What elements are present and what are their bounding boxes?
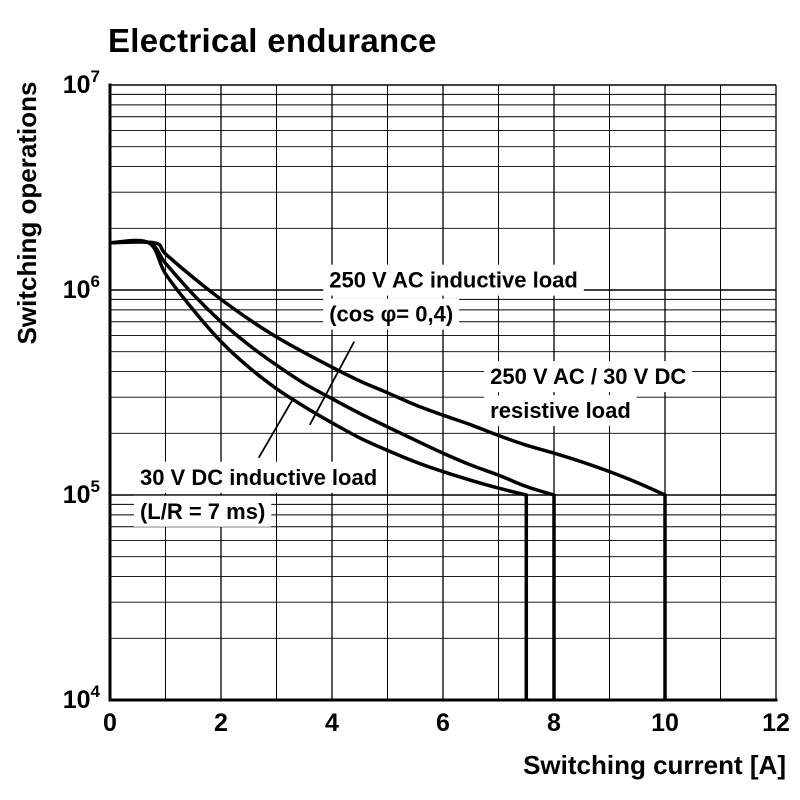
y-axis-label: Switching operations <box>12 82 42 345</box>
annotation-backgrounds <box>133 264 693 527</box>
annotation-bg <box>484 395 637 427</box>
x-tick-labels: 0 2 4 6 8 10 12 <box>103 709 790 737</box>
annotation-bg <box>133 495 272 527</box>
annotation-ac-inductive-load: 250 V AC inductive load (cos φ= 0,4) <box>329 268 578 327</box>
y-tick-10e6: 106 <box>63 272 100 304</box>
x-tick-8: 8 <box>547 709 561 737</box>
annotation-resistive-load: 250 V AC / 30 V DC resistive load <box>490 364 686 423</box>
annotation-text-line: (L/R = 7 ms) <box>140 499 265 524</box>
y-tick-10e5: 105 <box>63 477 100 509</box>
chart-title: Electrical endurance <box>108 22 437 59</box>
x-tick-4: 4 <box>325 709 339 737</box>
annotation-bg <box>133 461 384 493</box>
annotation-bg <box>323 264 584 296</box>
y-tick-10e7: 107 <box>63 67 100 99</box>
x-tick-6: 6 <box>436 709 450 737</box>
x-tick-10: 10 <box>651 709 679 737</box>
series-curves <box>109 238 667 700</box>
annotation-text-line: (cos φ= 0,4) <box>329 302 453 327</box>
annotation-leaders <box>257 341 355 459</box>
leader-line-ac-inductive-load <box>309 341 355 426</box>
x-tick-0: 0 <box>103 709 117 737</box>
grid-lines <box>109 84 777 701</box>
annotation-text-line: 250 V AC / 30 V DC <box>490 364 686 389</box>
y-tick-labels: 104 105 106 107 <box>63 67 101 714</box>
chart-plot-area: 250 V AC inductive load(cos φ= 0,4)250 V… <box>63 67 790 737</box>
annotation-text-line: 250 V AC inductive load <box>329 268 578 293</box>
axes <box>108 83 778 702</box>
x-tick-12: 12 <box>762 709 790 737</box>
x-tick-2: 2 <box>214 709 228 737</box>
curve-series-1 <box>109 239 556 700</box>
annotation-bg <box>323 298 460 330</box>
annotations: 250 V AC inductive load(cos φ= 0,4)250 V… <box>140 268 686 524</box>
annotation-dc-inductive-load: 30 V DC inductive load (L/R = 7 ms) <box>140 465 377 524</box>
leader-line-dc-inductive-load <box>257 398 294 459</box>
annotation-bg <box>484 361 693 393</box>
curve-series-2 <box>109 238 529 700</box>
annotation-text-line: 30 V DC inductive load <box>140 465 377 490</box>
y-tick-10e4: 104 <box>63 682 101 714</box>
annotation-text-line: resistive load <box>490 398 631 423</box>
curve-series-0 <box>109 240 667 700</box>
x-axis-label: Switching current [A] <box>523 750 786 780</box>
